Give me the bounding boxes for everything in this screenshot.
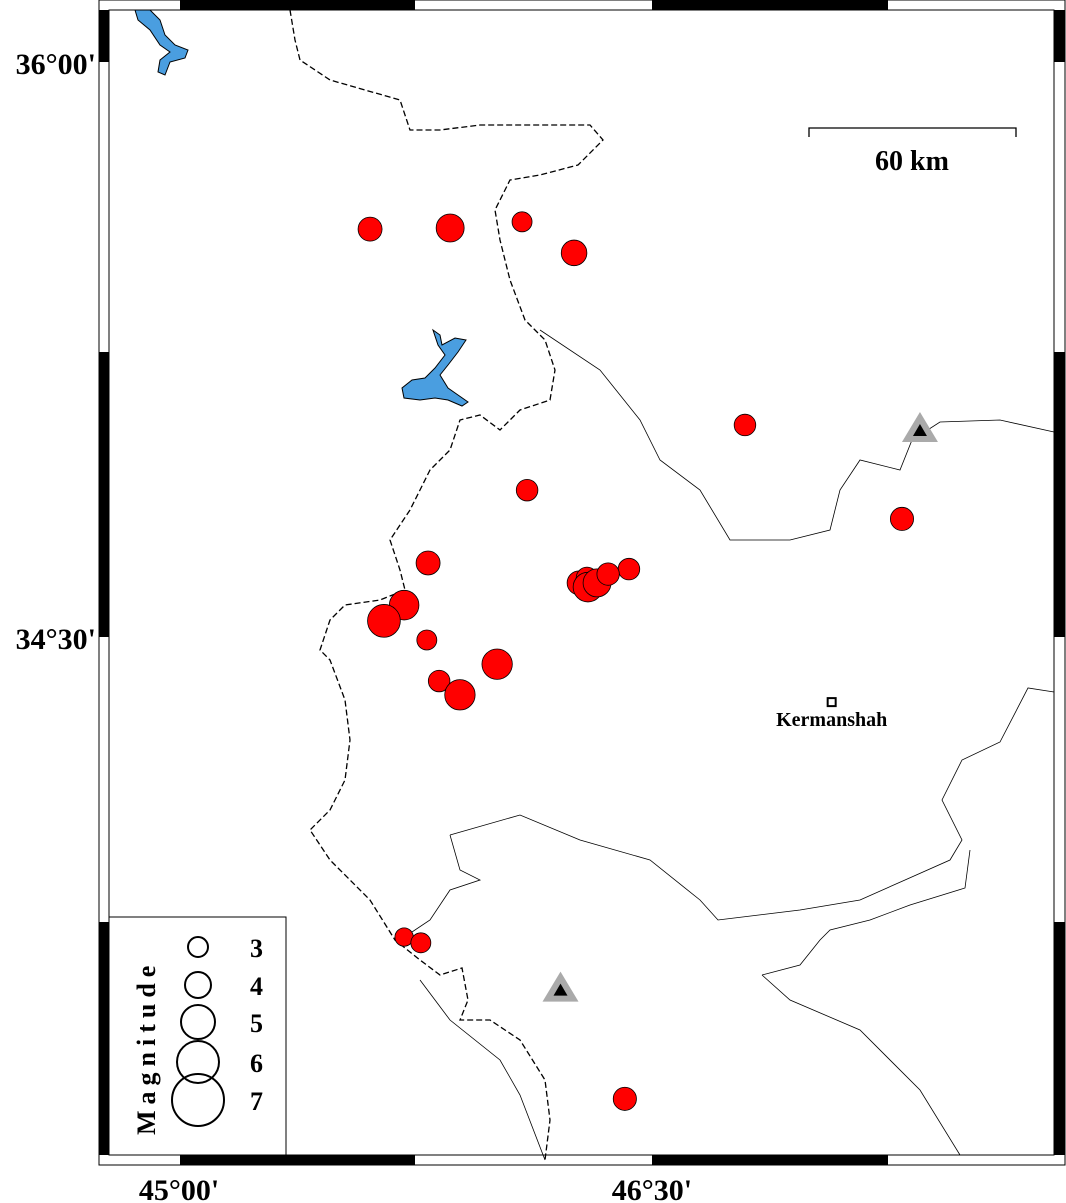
frame-segment bbox=[99, 922, 109, 1155]
legend-label: 7 bbox=[250, 1087, 263, 1116]
earthquakes bbox=[357, 211, 914, 1111]
lake-north bbox=[134, 9, 189, 76]
y-tick-label: 36°00' bbox=[16, 48, 96, 81]
legend-circle bbox=[180, 1004, 216, 1040]
frame-segment bbox=[99, 10, 109, 62]
earthquake-marker bbox=[481, 648, 513, 680]
province-border bbox=[449, 687, 1055, 921]
frame-segment bbox=[180, 1155, 415, 1165]
earthquake-marker bbox=[427, 669, 451, 693]
map-frame bbox=[98, 0, 1066, 1166]
volcano-inner-icon bbox=[912, 423, 927, 436]
frame-segment bbox=[180, 0, 415, 10]
legend-label: 3 bbox=[250, 934, 263, 963]
volcano-inner-icon bbox=[553, 983, 568, 996]
earthquake-marker bbox=[612, 1086, 637, 1111]
x-tick-label: 45°00' bbox=[139, 1174, 219, 1203]
y-tick-label: 34°30' bbox=[16, 623, 96, 656]
earthquake-marker bbox=[410, 932, 432, 954]
legend-circle bbox=[187, 936, 209, 958]
province-border bbox=[761, 849, 971, 976]
earthquake-marker bbox=[560, 239, 588, 267]
earthquake-marker bbox=[416, 629, 438, 651]
frame-segment bbox=[1054, 10, 1065, 62]
frame-segment bbox=[1054, 352, 1065, 637]
legend-label: 4 bbox=[250, 972, 263, 1001]
x-tick-label: 46°30' bbox=[612, 1174, 692, 1203]
province-border bbox=[539, 329, 1055, 541]
earthquake-marker bbox=[435, 213, 465, 243]
earthquake-marker bbox=[733, 413, 757, 437]
lakes bbox=[134, 9, 469, 407]
scale-bar: 60 km bbox=[808, 127, 1017, 177]
frame-segment bbox=[652, 1155, 888, 1165]
legend-circle bbox=[176, 1040, 220, 1084]
legend-label: 5 bbox=[250, 1009, 263, 1038]
borders bbox=[289, 9, 1055, 1161]
legend-circle bbox=[184, 971, 212, 999]
earthquake-marker bbox=[596, 562, 620, 586]
scale-bar-label: 60 km bbox=[875, 146, 949, 177]
legend-title: Magnitude bbox=[132, 960, 161, 1135]
scale-bar-line bbox=[808, 127, 1017, 137]
axis-labels: 45°00' 46°30' 36°00' 34°30' bbox=[16, 48, 692, 1203]
frame-segment bbox=[652, 0, 888, 10]
earthquake-marker bbox=[415, 550, 441, 576]
legend: Magnitude 3 4 5 6 7 bbox=[108, 916, 287, 1156]
province-border bbox=[761, 974, 961, 1156]
earthquake-marker bbox=[357, 216, 383, 242]
legend-circle bbox=[171, 1073, 225, 1127]
international-border bbox=[289, 9, 604, 1161]
frame-segment bbox=[1054, 922, 1065, 1155]
earthquake-marker bbox=[889, 506, 914, 531]
city-kermanshah: Kermanshah bbox=[776, 697, 887, 731]
province-border bbox=[399, 834, 482, 941]
earthquake-marker bbox=[511, 211, 533, 233]
city-label: Kermanshah bbox=[776, 709, 887, 731]
earthquake-marker bbox=[367, 604, 401, 638]
province-border bbox=[419, 979, 546, 1161]
lake-darbandikhan bbox=[401, 328, 469, 407]
earthquake-marker bbox=[617, 557, 641, 581]
frame-segment bbox=[99, 352, 109, 637]
legend-label: 6 bbox=[250, 1049, 263, 1078]
earthquake-marker bbox=[515, 478, 539, 502]
volcanoes bbox=[542, 411, 938, 1002]
city-marker bbox=[826, 697, 837, 708]
earthquake-marker bbox=[444, 679, 476, 711]
